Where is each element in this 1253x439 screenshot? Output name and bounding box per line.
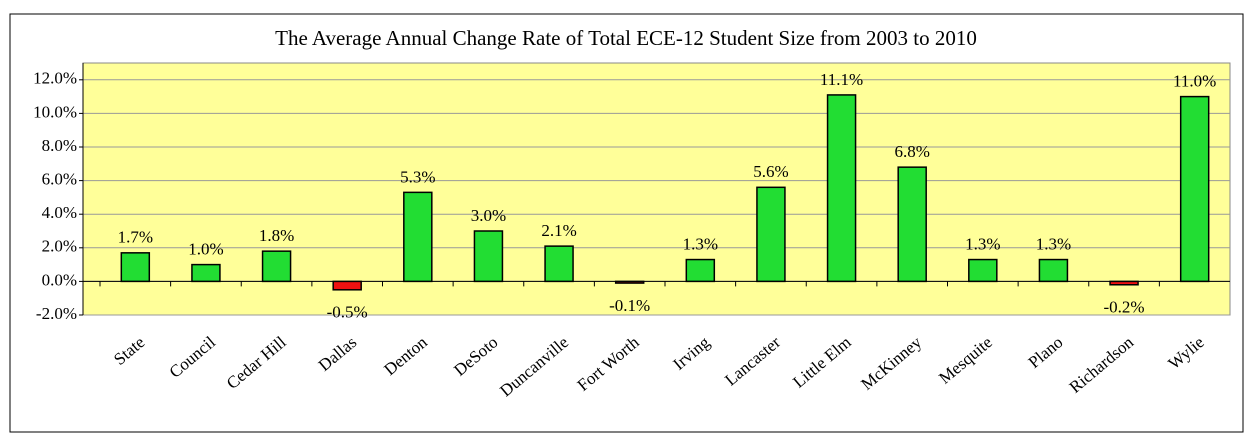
value-label: 6.8%	[894, 142, 929, 161]
y-tick-label: 8.0%	[42, 136, 77, 155]
value-label: 1.0%	[188, 240, 223, 259]
bar	[756, 186, 786, 283]
value-label: 1.3%	[683, 234, 718, 253]
bar	[473, 230, 504, 283]
value-label: 5.6%	[753, 162, 788, 181]
y-tick-label: 10.0%	[33, 102, 77, 121]
chart-title: The Average Annual Change Rate of Total …	[275, 26, 977, 50]
value-label: 5.3%	[400, 167, 435, 186]
bar	[120, 252, 151, 283]
value-label: -0.1%	[609, 296, 650, 315]
bar	[826, 94, 857, 283]
value-label: 3.0%	[471, 206, 506, 225]
bar	[403, 191, 433, 283]
bar	[1109, 280, 1139, 286]
y-tick-label: 12.0%	[33, 69, 77, 88]
bar	[897, 166, 927, 283]
value-label: 2.1%	[541, 221, 576, 240]
bar	[544, 245, 574, 283]
y-tick-label: 4.0%	[42, 203, 77, 222]
value-label: 1.3%	[1036, 234, 1071, 253]
value-label: 1.7%	[118, 228, 153, 247]
bar	[261, 250, 292, 283]
value-label: 1.8%	[259, 226, 294, 245]
y-tick-label: 2.0%	[42, 237, 77, 256]
y-tick-label: 6.0%	[42, 170, 77, 189]
bar	[1038, 258, 1069, 283]
value-label: -0.2%	[1104, 298, 1145, 317]
bar	[1179, 95, 1210, 283]
value-label: 11.0%	[1173, 72, 1216, 91]
bar	[332, 280, 362, 291]
bar	[685, 258, 716, 283]
value-label: -0.5%	[327, 303, 368, 322]
value-label: 1.3%	[965, 234, 1000, 253]
y-tick-label: 0.0%	[42, 270, 77, 289]
y-tick-label: -2.0%	[36, 304, 77, 323]
bar	[191, 263, 221, 283]
bar	[968, 258, 998, 283]
value-label: 11.1%	[820, 70, 863, 89]
